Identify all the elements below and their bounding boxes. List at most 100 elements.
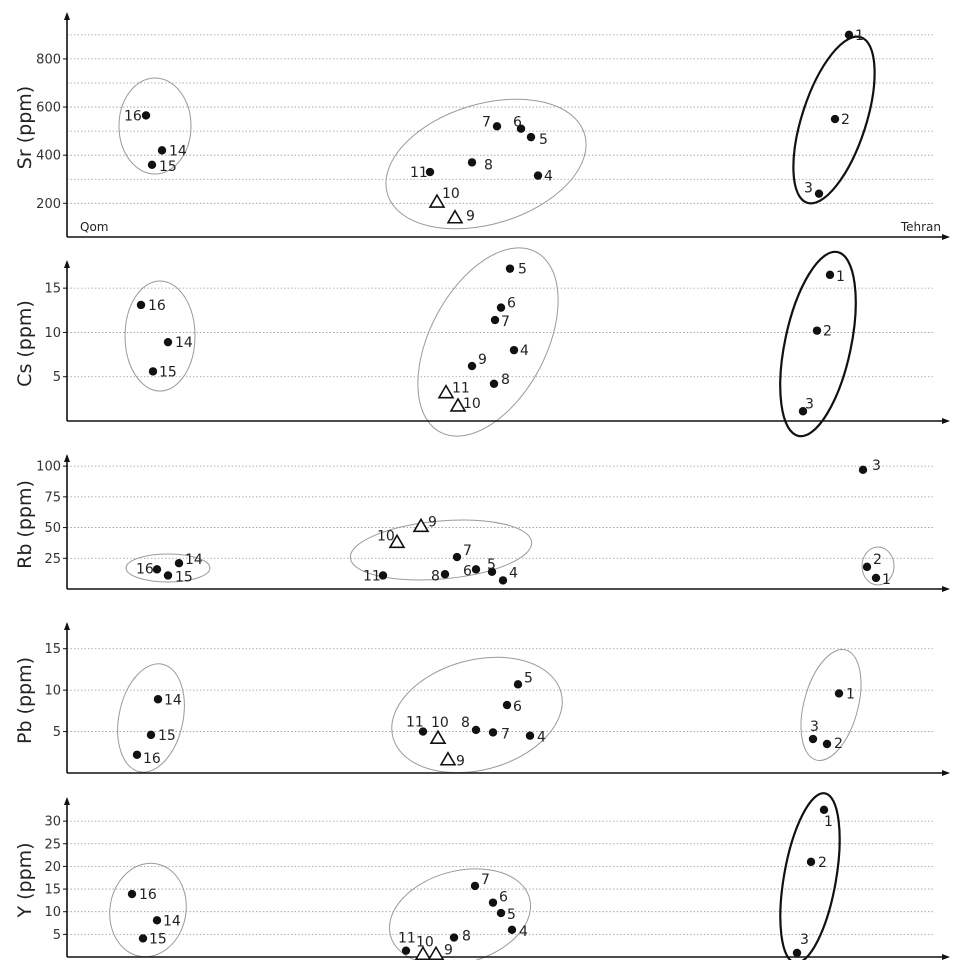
point-1-5 (505, 264, 515, 273)
point-3-9 (439, 751, 457, 766)
point-label-1-11: 11 (452, 381, 470, 397)
point-0-8 (467, 158, 477, 167)
point-label-1-9: 9 (478, 352, 487, 368)
ytick-label-0-1: 400 (36, 149, 61, 164)
cluster-ellipse-0-0 (118, 77, 192, 175)
ytick-label-2-0: 25 (44, 552, 61, 567)
y-axis-title-3: Pb (ppm) (14, 657, 36, 744)
point-label-2-7: 7 (463, 543, 472, 559)
y-axis-arrow-2 (64, 454, 70, 462)
point-label-4-8: 8 (462, 929, 471, 945)
point-4-3 (792, 948, 802, 958)
ytick-label-4-3: 20 (44, 860, 61, 875)
point-label-4-9: 9 (444, 942, 453, 958)
point-label-3-8: 8 (461, 715, 470, 731)
point-label-2-6: 6 (463, 563, 472, 579)
point-0-9 (446, 209, 464, 224)
point-label-1-1: 1 (836, 269, 845, 285)
x-axis-arrow-0 (942, 234, 950, 240)
point-label-1-5: 5 (518, 262, 527, 278)
ytick-label-1-2: 15 (44, 282, 61, 297)
cluster-ellipse-0-1 (385, 98, 587, 230)
cluster-ellipse-1-0 (124, 280, 196, 392)
x-axis-arrow-3 (942, 770, 950, 776)
point-label-2-11: 11 (363, 568, 381, 584)
y-axis-title-2: Rb (ppm) (14, 480, 36, 569)
point-label-3-2: 2 (834, 736, 843, 752)
cluster-ellipse-2-0 (125, 553, 211, 583)
point-label-3-9: 9 (456, 754, 465, 770)
point-label-4-6: 6 (499, 890, 508, 906)
point-label-2-2: 2 (873, 552, 882, 568)
point-label-3-5: 5 (524, 670, 533, 686)
point-0-5 (526, 132, 536, 142)
point-label-3-4: 4 (537, 730, 546, 746)
point-1-10 (449, 397, 467, 412)
point-label-0-5: 5 (539, 132, 548, 148)
point-2-6 (471, 565, 481, 574)
point-2-2 (862, 562, 872, 572)
point-0-14 (157, 146, 167, 155)
point-label-1-15: 15 (159, 364, 177, 380)
cluster-ellipse-3-2 (800, 649, 862, 761)
point-label-3-1: 1 (846, 686, 855, 702)
cluster-ellipse-1-2 (779, 250, 857, 438)
point-label-1-3: 3 (805, 396, 814, 412)
ytick-label-4-1: 10 (44, 905, 61, 920)
point-1-8 (489, 379, 499, 388)
cluster-ellipse-3-0 (117, 663, 185, 773)
point-4-1 (819, 805, 829, 814)
point-label-0-3: 3 (804, 181, 813, 197)
point-2-8 (440, 570, 450, 579)
point-1-11 (437, 384, 455, 399)
point-label-4-15: 15 (149, 931, 167, 947)
ytick-label-1-0: 5 (53, 370, 61, 385)
point-2-14 (174, 559, 184, 568)
ytick-label-0-0: 200 (36, 197, 61, 212)
point-label-0-8: 8 (484, 157, 493, 173)
point-1-16 (136, 300, 146, 310)
ytick-label-3-2: 15 (44, 642, 61, 657)
point-label-4-7: 7 (481, 872, 490, 888)
point-2-16 (152, 565, 162, 574)
point-label-3-3: 3 (810, 719, 819, 735)
point-1-2 (812, 326, 822, 335)
point-label-2-5: 5 (487, 557, 496, 573)
cluster-ellipse-3-1 (391, 656, 563, 774)
point-label-4-5: 5 (507, 907, 516, 923)
point-3-1 (834, 689, 844, 698)
point-2-1 (871, 573, 881, 583)
point-3-14 (153, 695, 163, 704)
cluster-ellipse-2-1 (349, 519, 533, 581)
point-label-2-10: 10 (377, 528, 395, 544)
y-axis-arrow-4 (64, 797, 70, 805)
point-0-3 (814, 189, 824, 198)
point-3-8 (471, 725, 481, 735)
point-0-16 (141, 111, 151, 120)
point-label-4-16: 16 (139, 887, 157, 903)
x-axis-arrow-4 (942, 954, 950, 960)
point-3-4 (525, 731, 535, 740)
y-axis-arrow-0 (64, 12, 70, 20)
point-label-2-9: 9 (428, 514, 437, 530)
point-label-4-1: 1 (824, 814, 833, 830)
point-label-2-8: 8 (431, 568, 440, 584)
point-label-1-16: 16 (148, 298, 166, 314)
point-label-0-1: 1 (855, 28, 864, 44)
ytick-label-0-2: 600 (36, 101, 61, 116)
point-4-16 (127, 889, 137, 899)
x-end-label: Tehran (900, 220, 941, 234)
point-3-10 (429, 729, 447, 744)
point-3-16 (132, 750, 142, 759)
point-4-14 (152, 916, 162, 925)
ytick-label-3-1: 10 (44, 684, 61, 699)
point-label-1-2: 2 (823, 324, 832, 340)
point-2-15 (163, 571, 173, 580)
point-3-6 (502, 700, 512, 710)
point-4-11 (401, 946, 411, 955)
cluster-ellipse-1-1 (417, 247, 559, 437)
point-label-3-11: 11 (406, 715, 424, 731)
point-3-7 (488, 728, 498, 737)
